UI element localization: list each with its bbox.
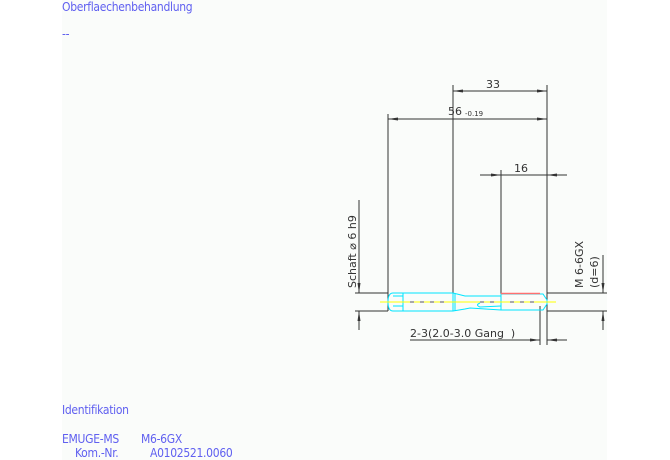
surface-treatment-value: -- xyxy=(62,27,70,41)
kom-nr-value: A0102521.0060 xyxy=(150,446,233,460)
surface-treatment-label: Oberflaechenbehandlung xyxy=(62,0,193,14)
thread-label: M 6-6GX xyxy=(573,241,586,288)
drawing-sheet xyxy=(62,0,607,460)
dim-33-text: 33 xyxy=(486,78,500,91)
thread-d-label: (d=6) xyxy=(588,256,601,288)
dim-56-text: 56 xyxy=(448,105,462,118)
kom-nr-label: Kom.-Nr. xyxy=(75,446,119,460)
dim-16-text: 16 xyxy=(514,162,528,175)
chamfer-label: 2-3(2.0-3.0 Gang ) xyxy=(410,327,515,340)
dim-56-tolerance: -0.19 xyxy=(465,110,483,118)
shank-label: Schaft ⌀ 6 h9 xyxy=(346,215,359,288)
identification-label: Identifikation xyxy=(62,403,129,417)
product-name: EMUGE-MS xyxy=(62,432,119,446)
product-size: M6-6GX xyxy=(141,432,182,446)
